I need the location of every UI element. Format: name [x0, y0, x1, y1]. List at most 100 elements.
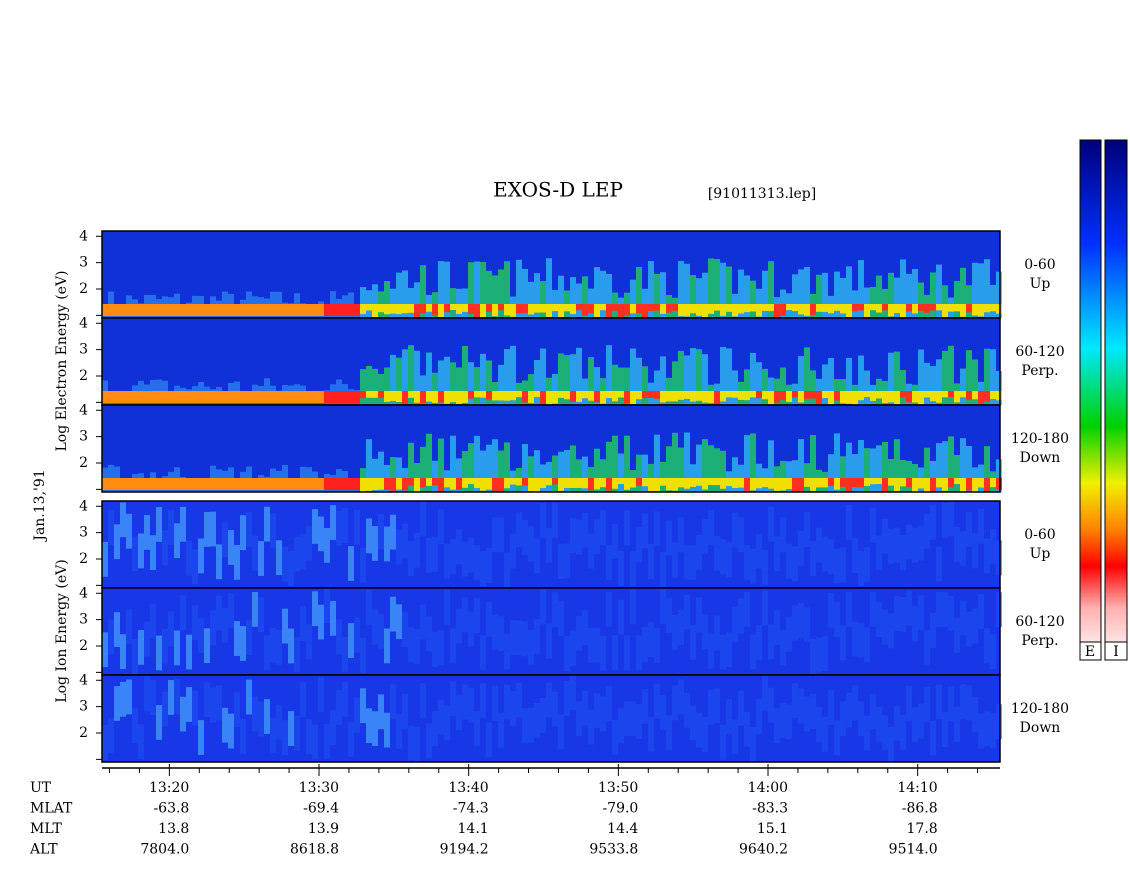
spectrogram-cell — [258, 541, 264, 576]
spectrogram-cell — [330, 710, 336, 746]
spectrogram-cell — [798, 478, 804, 491]
spectrogram-cell — [114, 612, 120, 647]
spectrogram-cell — [918, 304, 924, 311]
spectrogram-cell — [522, 304, 528, 314]
spectrogram-cell — [936, 684, 942, 720]
spectrogram-cell — [402, 523, 408, 559]
spectrogram-cell — [408, 725, 414, 761]
spectrogram-cell — [306, 624, 312, 660]
spectrogram-cell — [456, 367, 462, 405]
spectrogram-cell — [606, 345, 612, 405]
spectrogram-cell — [324, 304, 330, 316]
spectrogram-cell — [156, 391, 162, 403]
spectrogram-cell — [846, 478, 852, 492]
spectrogram-cell — [762, 270, 768, 318]
spectrogram-cell — [792, 605, 798, 641]
spectrogram-cell — [726, 478, 732, 487]
spectrogram-cell — [528, 281, 534, 318]
spectrogram-cell — [282, 304, 288, 316]
spectrogram-cell — [678, 447, 684, 492]
spectrogram-cell — [654, 478, 660, 492]
spectrogram-cell — [426, 537, 432, 573]
spectrogram-cell — [606, 478, 612, 491]
spectrogram-cell — [582, 391, 588, 399]
spectrogram-cell — [618, 551, 624, 586]
spectrogram-cell — [942, 478, 948, 491]
spectrogram-cell — [882, 715, 888, 750]
spectrogram-cell — [564, 391, 570, 400]
spectrogram-cell — [546, 258, 552, 318]
spectrogram-cell — [978, 594, 984, 630]
spectrogram-cell — [372, 609, 378, 645]
spectrogram-cell — [348, 478, 354, 490]
spectrogram-cell — [612, 478, 618, 489]
spectrogram-cell — [276, 478, 282, 490]
spectrogram-cell — [804, 304, 810, 316]
spectrogram-cell — [744, 478, 750, 491]
spectrogram-cell — [696, 712, 702, 748]
spectrogram-cell — [210, 304, 216, 316]
spectrogram-cell — [756, 288, 762, 318]
spectrogram-cell — [840, 625, 846, 661]
spectrogram-cell — [576, 478, 582, 488]
spectrogram-cell — [966, 391, 972, 400]
footer-value: 13.8 — [158, 821, 189, 837]
spectrogram-cell — [162, 304, 168, 316]
spectrogram-cell — [498, 616, 504, 652]
spectrogram-cell — [726, 266, 732, 318]
spectrogram-cell — [582, 512, 588, 548]
spectrogram-cell — [618, 708, 624, 743]
spectrogram-cell — [888, 727, 894, 762]
spectrogram-cell — [432, 632, 438, 667]
spectrogram-cell — [798, 530, 804, 566]
spectrogram-cell — [384, 712, 390, 748]
spectrogram-cell — [978, 508, 984, 544]
spectrogram-cell — [336, 619, 342, 655]
spectrogram-cell — [246, 478, 252, 490]
spectrogram-cell — [330, 304, 336, 316]
spectrogram-cell — [474, 261, 480, 318]
spectrogram-cell — [876, 602, 882, 637]
spectrogram-cell — [780, 367, 786, 405]
spectrogram-cell — [690, 624, 696, 660]
spectrogram-cell — [528, 629, 534, 665]
spectrogram-cell — [492, 686, 498, 721]
spectrogram-cell — [108, 304, 114, 316]
spectrogram-cell — [270, 478, 276, 490]
panel-direction: Perp. — [1021, 363, 1058, 379]
spectrogram-cell — [198, 538, 204, 574]
spectrogram-cell — [858, 622, 864, 658]
spectrogram-cell — [732, 457, 738, 492]
spectrogram-cell — [720, 346, 726, 405]
spectrogram-cell — [426, 304, 432, 312]
footer-value: 9194.2 — [440, 842, 489, 858]
spectrogram-cell — [426, 616, 432, 652]
spectrogram-cell — [222, 607, 228, 643]
spectrogram-cell — [762, 590, 768, 626]
spectrogram-cell — [372, 284, 378, 318]
spectrogram-cell — [108, 619, 114, 655]
spectrogram-cell — [996, 459, 1002, 492]
spectrogram-cell — [918, 391, 924, 405]
spectrogram-cell — [600, 478, 606, 488]
spectrogram-cell — [474, 367, 480, 405]
spectrogram-cell — [282, 720, 288, 756]
spectrogram-cell — [444, 356, 450, 405]
spectrogram-cell — [900, 304, 906, 318]
spectrogram-cell — [144, 515, 150, 550]
spectrogram-cell — [852, 391, 858, 405]
spectrogram-cell — [450, 304, 456, 311]
spectrogram-cell — [528, 707, 534, 743]
spectrogram-cell — [486, 601, 492, 637]
spectrogram-cell — [396, 604, 402, 640]
spectrogram-cell — [744, 275, 750, 318]
spectrogram-cell — [348, 722, 354, 757]
spectrogram-cell — [156, 635, 162, 671]
spectrogram-cell — [660, 478, 666, 486]
spectrogram-cell — [366, 708, 372, 744]
y-tick-label: 4 — [79, 402, 88, 418]
spectrogram-cell — [714, 688, 720, 724]
spectrogram-cell — [198, 304, 204, 316]
spectrogram-cell — [564, 478, 570, 488]
spectrogram-cell — [516, 259, 522, 318]
